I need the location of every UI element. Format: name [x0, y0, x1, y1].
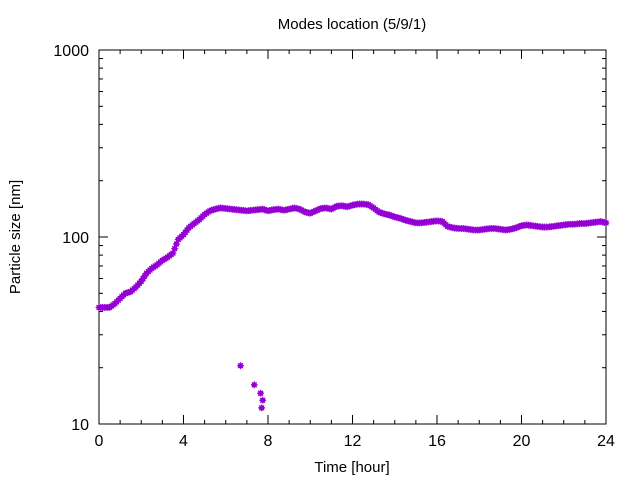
data-point — [602, 219, 610, 227]
plot-frame — [98, 49, 607, 425]
x-tick-label: 12 — [344, 433, 362, 450]
data-point — [237, 362, 244, 370]
data-point — [257, 389, 265, 397]
data-point — [250, 381, 258, 389]
y-tick-label: 100 — [62, 230, 89, 247]
y-tick-label: 10 — [71, 417, 89, 434]
x-tick-label: 24 — [597, 433, 615, 450]
x-tick-label: 20 — [513, 433, 531, 450]
x-tick-label: 8 — [264, 433, 273, 450]
axis-ticks — [98, 49, 607, 425]
x-tick-label: 16 — [428, 433, 446, 450]
chart-title: Modes location (5/9/1) — [278, 16, 426, 33]
data-point — [258, 404, 266, 412]
data-point — [259, 396, 267, 404]
y-axis-label: Particle size [nm] — [7, 180, 24, 294]
data-points — [95, 200, 610, 412]
x-tick-label: 0 — [95, 433, 104, 450]
x-axis-label: Time [hour] — [314, 459, 389, 476]
axis-tick-labels: 0 4 8 12 16 20 24 10 100 1000 — [53, 43, 615, 450]
x-tick-label: 4 — [179, 433, 188, 450]
y-tick-label: 1000 — [53, 43, 89, 60]
